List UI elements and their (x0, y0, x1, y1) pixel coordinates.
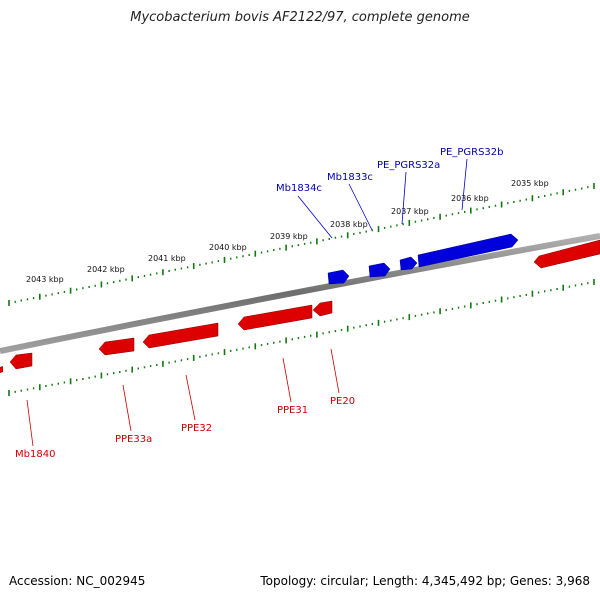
gene-label-ppe31[interactable]: PPE31 (277, 405, 308, 416)
outer-tick-track (8, 183, 595, 306)
map-title: Mycobacterium bovis AF2122/97, complete … (130, 10, 470, 25)
gene-arrow-right-edge[interactable] (533, 239, 600, 269)
leader-line (122, 384, 132, 432)
forward-gene-labels: Mb1834c Mb1833c PE_PGRS32a PE_PGRS32b (276, 147, 504, 194)
gene-arrow-pe20[interactable] (312, 300, 333, 317)
scale-label: 2042 kbp (87, 265, 125, 274)
leader-line (26, 399, 34, 447)
genome-summary-text: Topology: circular; Length: 4,345,492 bp… (260, 574, 590, 588)
scale-label: 2038 kbp (330, 220, 368, 229)
accession-text: Accession: NC_002945 (9, 574, 146, 588)
gene-label-ppe32[interactable]: PPE32 (181, 423, 212, 434)
scale-label: 2035 kbp (511, 179, 549, 188)
gene-label-mb1840[interactable]: Mb1840 (15, 449, 55, 460)
gene-label-pe-pgrs32b[interactable]: PE_PGRS32b (440, 147, 504, 158)
reverse-gene-labels: Mb1840 PPE33a PPE32 PPE31 PE20 (15, 396, 355, 460)
reverse-leader-lines (26, 348, 340, 447)
gene-label-pe20[interactable]: PE20 (330, 396, 355, 407)
gene-label-ppe33a[interactable]: PPE33a (115, 434, 152, 445)
gene-arrow-pe-pgrs32b[interactable] (417, 233, 519, 268)
gene-label-mb1833c[interactable]: Mb1833c (327, 172, 373, 183)
inner-tick-track (8, 279, 595, 396)
gene-label-mb1834c[interactable]: Mb1834c (276, 183, 322, 194)
forward-genes (327, 233, 519, 285)
scale-label: 2039 kbp (270, 232, 308, 241)
leader-line (461, 158, 468, 211)
scale-label: 2037 kbp (391, 207, 429, 216)
leader-line (330, 348, 340, 394)
gene-arrow-mb1840[interactable] (9, 352, 33, 370)
genome-backbone (0, 233, 600, 354)
gene-arrow-mb1833c[interactable] (368, 262, 391, 278)
scale-label: 2040 kbp (209, 243, 247, 252)
scale-label: 2036 kbp (451, 194, 489, 203)
leader-line (401, 171, 407, 225)
scale-label: 2041 kbp (148, 254, 186, 263)
gene-arrow-pe-pgrs32a[interactable] (399, 256, 418, 271)
gene-arrow-mb1834c[interactable] (327, 269, 350, 285)
gene-arrow-ppe32[interactable] (142, 322, 219, 349)
reverse-genes (0, 239, 600, 373)
gene-arrow-ppe31[interactable] (237, 304, 313, 331)
leader-line (297, 195, 333, 239)
scale-label: 2043 kbp (26, 275, 64, 284)
leader-line (348, 183, 373, 231)
gene-arrow-left-edge[interactable] (0, 366, 3, 373)
leader-line (282, 357, 292, 403)
scale-labels: 2035 kbp 2036 kbp 2037 kbp 2038 kbp 2039… (26, 179, 549, 284)
leader-line (185, 374, 196, 421)
forward-leader-lines (297, 158, 468, 239)
gene-label-pe-pgrs32a[interactable]: PE_PGRS32a (377, 160, 440, 171)
gene-arrow-ppe33a[interactable] (98, 337, 135, 356)
